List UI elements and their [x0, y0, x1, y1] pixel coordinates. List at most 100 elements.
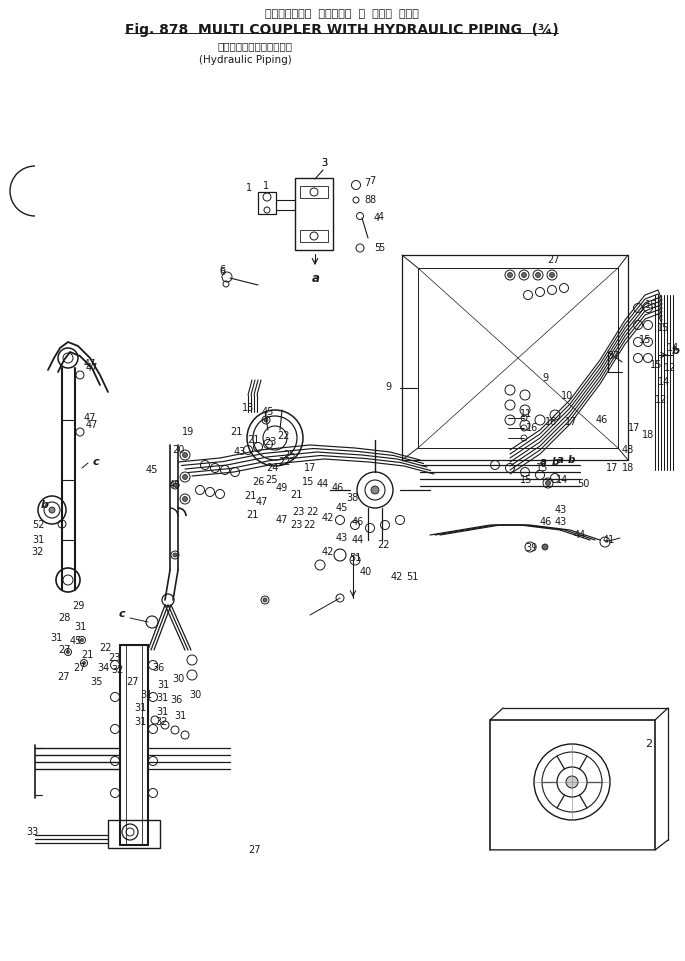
Text: 15: 15: [650, 360, 662, 370]
Text: 47: 47: [84, 359, 96, 369]
Text: b: b: [551, 457, 559, 467]
Text: 32: 32: [155, 717, 169, 727]
Text: 12: 12: [664, 363, 676, 373]
Text: 9: 9: [385, 382, 391, 392]
Text: 3: 3: [321, 158, 327, 168]
Text: 1: 1: [263, 181, 269, 191]
Circle shape: [263, 598, 267, 602]
Text: 10: 10: [561, 391, 573, 401]
Text: a: a: [540, 457, 547, 467]
Text: 25: 25: [266, 475, 278, 485]
Text: 31: 31: [50, 633, 62, 643]
Bar: [295, 178, 333, 250]
Text: 33: 33: [26, 827, 38, 837]
Text: 24: 24: [266, 463, 278, 473]
Circle shape: [508, 273, 512, 278]
Text: 45: 45: [336, 503, 348, 513]
Text: c: c: [119, 609, 125, 619]
Text: 36: 36: [152, 663, 164, 673]
Text: 31: 31: [134, 703, 146, 713]
Text: 47: 47: [256, 497, 269, 507]
Text: 15: 15: [302, 477, 314, 487]
Circle shape: [264, 418, 268, 422]
Text: a: a: [557, 455, 564, 465]
Text: 18: 18: [622, 463, 634, 473]
Text: 43: 43: [336, 533, 348, 543]
Text: 45: 45: [70, 636, 82, 646]
Text: 27: 27: [249, 845, 261, 855]
Circle shape: [182, 453, 188, 457]
Circle shape: [173, 483, 177, 487]
Text: 46: 46: [352, 517, 364, 527]
Text: 39: 39: [525, 543, 537, 553]
Text: Fig. 878  MULTI COUPLER WITH HYDRAULIC PIPING  (¾): Fig. 878 MULTI COUPLER WITH HYDRAULIC PI…: [125, 23, 559, 37]
Circle shape: [542, 544, 548, 550]
Text: 51: 51: [349, 553, 361, 563]
Text: 14: 14: [658, 377, 670, 387]
Text: 51: 51: [406, 572, 418, 582]
Circle shape: [549, 273, 554, 278]
Circle shape: [545, 480, 551, 485]
Circle shape: [182, 475, 188, 480]
Text: b: b: [41, 500, 49, 510]
Text: 44: 44: [574, 530, 586, 540]
Text: 14: 14: [667, 343, 680, 353]
Text: 46: 46: [540, 517, 552, 527]
Text: 27: 27: [548, 255, 560, 265]
Text: 31: 31: [156, 707, 168, 717]
Circle shape: [536, 273, 540, 278]
Text: 21: 21: [229, 427, 242, 437]
Text: 15: 15: [657, 323, 669, 333]
Text: 30: 30: [172, 674, 184, 684]
Bar: [108, 820, 160, 848]
Text: 9: 9: [542, 373, 548, 383]
Text: 31: 31: [32, 535, 44, 545]
Text: 46: 46: [332, 483, 344, 493]
Text: 21: 21: [247, 435, 259, 445]
Circle shape: [66, 651, 69, 653]
Circle shape: [82, 661, 86, 664]
Text: 47: 47: [84, 413, 96, 423]
Text: 6: 6: [219, 265, 225, 275]
Text: 32: 32: [112, 665, 124, 675]
Text: 43: 43: [555, 505, 567, 515]
Text: 17: 17: [628, 423, 640, 433]
Text: 48: 48: [622, 445, 634, 455]
Text: 23: 23: [108, 653, 120, 663]
Text: 11: 11: [520, 409, 532, 419]
Text: 17: 17: [304, 463, 316, 473]
Text: 32: 32: [32, 547, 45, 557]
Text: 43: 43: [234, 447, 246, 457]
Text: 27: 27: [127, 677, 139, 687]
Text: 7: 7: [369, 176, 375, 186]
Text: a: a: [312, 272, 320, 284]
Text: 31: 31: [157, 680, 169, 690]
Circle shape: [566, 776, 578, 788]
Text: 38: 38: [346, 493, 358, 503]
Text: 13: 13: [242, 403, 254, 413]
Text: 52: 52: [32, 520, 45, 530]
Text: 19: 19: [182, 427, 194, 437]
Text: ハイドロリック  パイピング  付  マルチ  カプラ: ハイドロリック パイピング 付 マルチ カプラ: [265, 9, 419, 19]
Text: 17: 17: [606, 463, 619, 473]
Text: 22: 22: [377, 540, 390, 550]
Text: 23: 23: [264, 437, 276, 447]
Text: 2: 2: [645, 739, 653, 749]
Text: 50: 50: [577, 479, 589, 489]
Text: 30: 30: [189, 690, 201, 700]
Text: 49: 49: [276, 483, 288, 493]
Text: 15: 15: [645, 300, 658, 310]
Circle shape: [49, 507, 55, 513]
Text: 41: 41: [603, 535, 615, 545]
Text: 8: 8: [369, 195, 375, 205]
Text: b: b: [672, 346, 680, 356]
Text: 18: 18: [642, 430, 654, 440]
Text: 31: 31: [134, 717, 146, 727]
Bar: [300, 186, 328, 198]
Circle shape: [521, 273, 527, 278]
Text: 22: 22: [279, 457, 291, 467]
Circle shape: [173, 553, 177, 557]
Text: 20: 20: [172, 445, 184, 455]
Text: 44: 44: [317, 479, 329, 489]
Text: 6: 6: [219, 267, 225, 277]
